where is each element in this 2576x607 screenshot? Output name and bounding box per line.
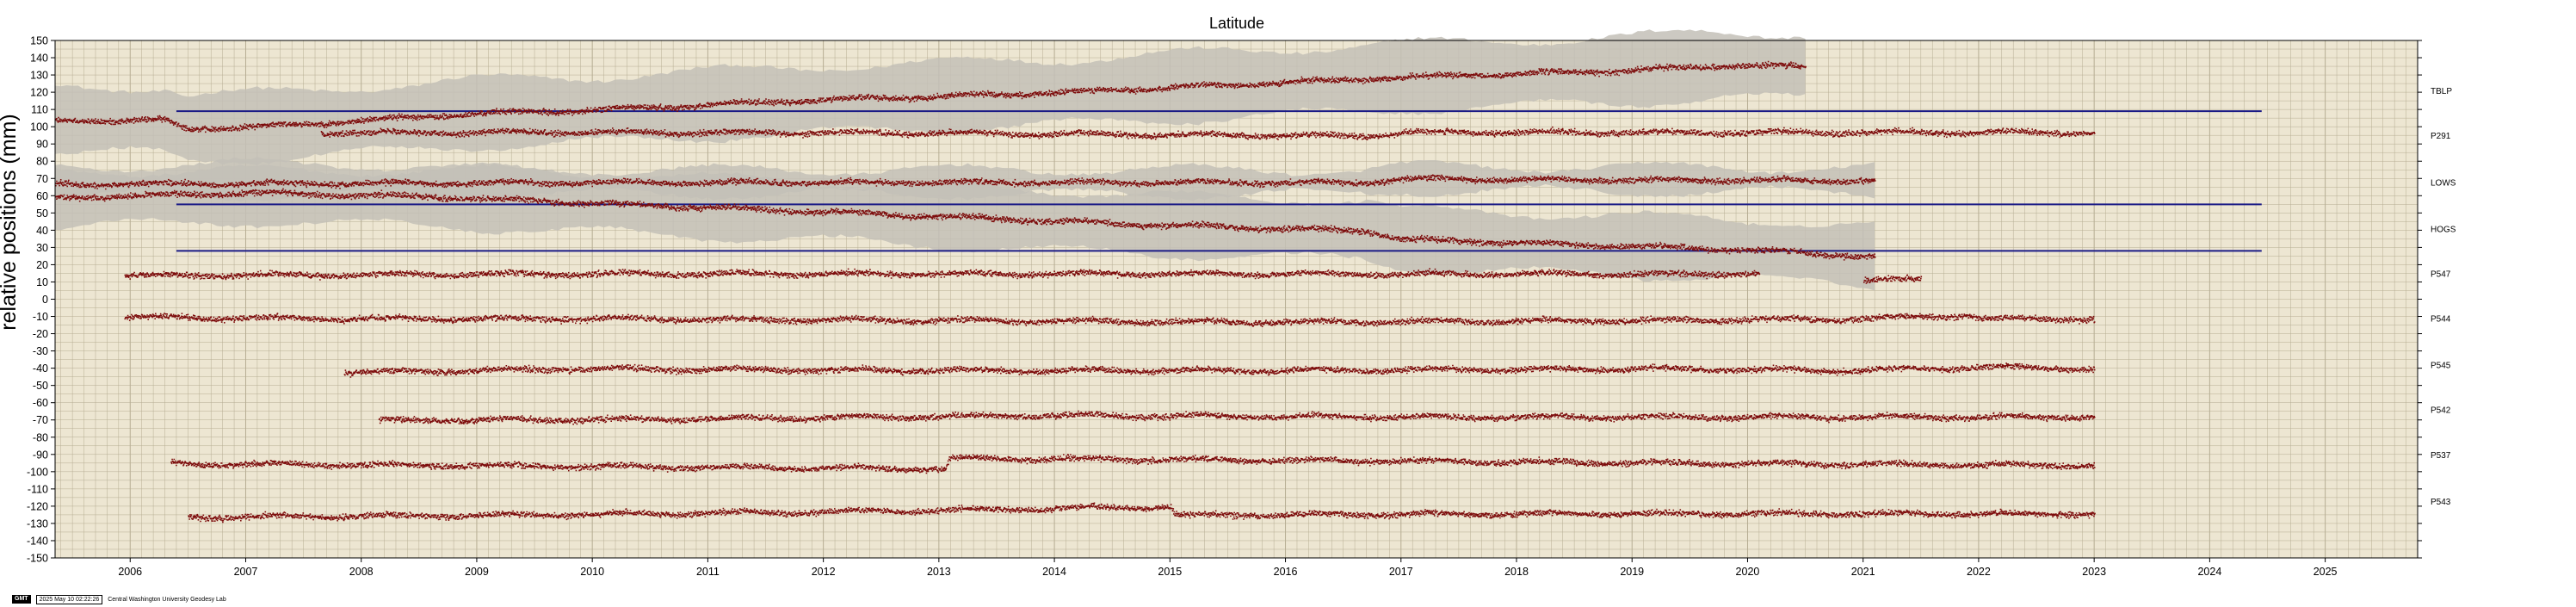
x-tick-label: 2021 (1851, 566, 1875, 578)
station-label-lows: LOWS (2431, 178, 2456, 188)
y-tick-label: 20 (36, 259, 48, 271)
series-p542 (378, 410, 2096, 425)
x-tick-label: 2010 (580, 566, 604, 578)
station-label-p544: P544 (2431, 315, 2451, 325)
x-tick-label: 2015 (1158, 566, 1182, 578)
x-tick-label: 2016 (1274, 566, 1298, 578)
y-tick-label: 150 (30, 35, 48, 47)
y-tick-label: 110 (31, 104, 48, 116)
series-points-p547 (124, 268, 1923, 284)
y-tick-label: -100 (27, 466, 48, 478)
x-tick-label: 2008 (349, 566, 374, 578)
y-tick-label: 40 (36, 225, 48, 237)
x-tick-label: 2006 (118, 566, 142, 578)
series-points-p543 (188, 502, 2096, 523)
x-tick-label: 2014 (1042, 566, 1066, 578)
timestamp: 2025 May 10 02:22:26 (35, 594, 103, 604)
station-label-tblp: TBLP (2431, 87, 2452, 96)
x-tick-label: 2017 (1389, 566, 1413, 578)
x-tick-label: 2009 (465, 566, 489, 578)
series-points-p545 (343, 362, 2096, 378)
series-p545 (343, 362, 2096, 378)
x-tick-label: 2024 (2197, 566, 2221, 578)
y-tick-label: 100 (30, 121, 48, 133)
y-tick-label: 10 (36, 276, 48, 288)
y-tick-label: 0 (42, 294, 48, 306)
y-tick-label: -10 (33, 311, 48, 323)
y-tick-label: -90 (33, 449, 48, 461)
y-tick-label: 130 (30, 70, 48, 82)
series-lows (55, 174, 1876, 190)
y-tick-label: 30 (36, 242, 48, 254)
x-tick-label: 2023 (2082, 566, 2106, 578)
y-tick-label: 120 (30, 87, 48, 99)
station-label-p542: P542 (2431, 406, 2451, 416)
station-label-hogs: HOGS (2431, 225, 2456, 234)
y-tick-label: -150 (27, 553, 48, 565)
y-tick-label: 50 (36, 207, 48, 220)
series-p543 (188, 502, 2096, 523)
series-p291 (320, 126, 2096, 140)
footer: GMT 2025 May 10 02:22:26 Central Washing… (12, 594, 226, 604)
series-points-hogs (55, 188, 1876, 261)
series-points-p291 (320, 126, 2096, 140)
y-tick-label: 140 (30, 53, 48, 65)
series-points-p537 (170, 454, 2096, 474)
x-tick-label: 2018 (1504, 566, 1529, 578)
x-tick-label: 2007 (234, 566, 258, 578)
band-hogs (55, 157, 1875, 291)
station-labels: TBLP P291 LOWS HOGS P547 P544 P545 P542 P537 P543 (2431, 87, 2456, 507)
station-label-p537: P537 (2431, 451, 2451, 461)
lab-credit: Central Washington University Geodesy La… (108, 596, 226, 603)
chart-title: Latitude (1209, 15, 1264, 32)
y-tick-label: -20 (33, 328, 48, 340)
x-tick-label: 2011 (696, 566, 720, 578)
series-p547 (124, 268, 1923, 284)
series-points-lows (55, 174, 1876, 190)
series-points (55, 60, 2096, 523)
y-tick-label: -70 (33, 414, 48, 426)
station-label-p543: P543 (2431, 498, 2451, 507)
x-tick-label: 2022 (1967, 566, 1991, 578)
y-tick-label: -50 (33, 380, 48, 392)
y-tick-label: -130 (27, 517, 48, 530)
station-label-p545: P545 (2431, 362, 2451, 371)
series-hogs (55, 188, 1876, 261)
station-label-p547: P547 (2431, 269, 2451, 279)
y-tick-label: -120 (27, 500, 48, 512)
y-tick-label: -30 (33, 345, 48, 357)
y-tick-label: 60 (36, 190, 48, 202)
x-tick-label: 2019 (1620, 566, 1644, 578)
y-tick-label: 70 (36, 173, 48, 185)
x-tick-label: 2020 (1736, 566, 1760, 578)
y-tick-label: -80 (33, 431, 48, 443)
x-tick-label: 2025 (2313, 566, 2338, 578)
series-p537 (170, 454, 2096, 474)
axes: 2006 2007 2008 2009 2010 2011 2012 2013 2014 2015… (27, 35, 2422, 578)
station-label-p291: P291 (2431, 132, 2451, 141)
y-tick-label: 90 (36, 139, 48, 151)
y-tick-label: -40 (33, 362, 48, 375)
y-tick-label: -60 (33, 397, 48, 409)
y-axis-label: relative positions (mm) (0, 114, 21, 330)
y-tick-label: -140 (27, 535, 48, 547)
x-tick-label: 2013 (927, 566, 951, 578)
series-points-p542 (378, 410, 2096, 425)
gmt-logo: GMT (12, 595, 31, 604)
series-p544 (124, 313, 2096, 327)
y-tick-label: 80 (36, 156, 48, 168)
x-tick-label: 2012 (812, 566, 836, 578)
series-points-p544 (124, 313, 2096, 327)
y-tick-label: -110 (28, 483, 48, 495)
